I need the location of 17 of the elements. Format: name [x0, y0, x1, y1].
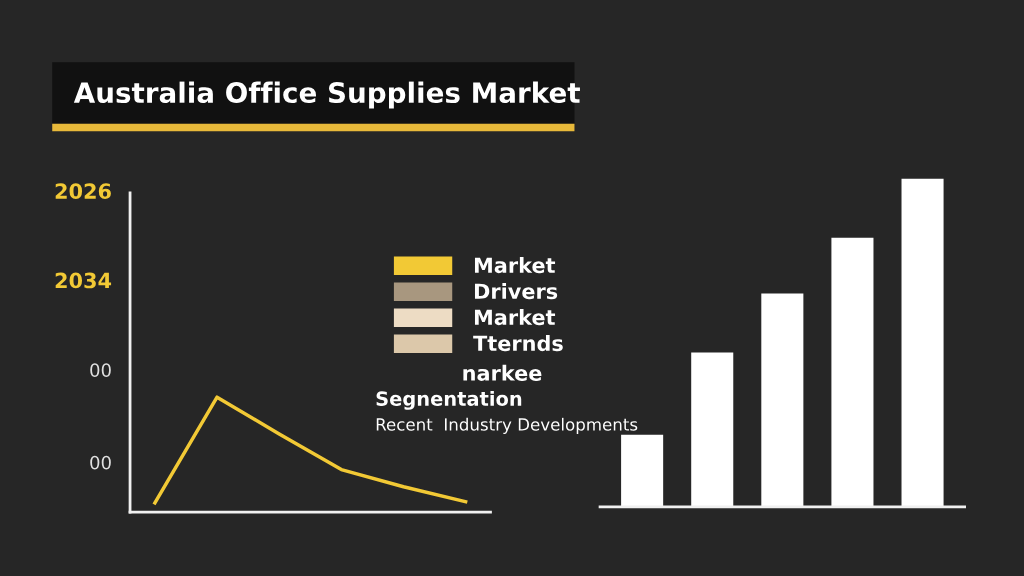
bar	[691, 352, 734, 507]
chart-title: Australia Office Supplies Market	[73, 81, 580, 109]
bar	[621, 434, 664, 507]
legend-label: Market	[474, 257, 556, 274]
text: 00	[90, 455, 111, 470]
legend-label: Tternds	[473, 335, 563, 352]
text: 2034	[55, 272, 112, 289]
text: 2026	[55, 183, 111, 199]
annotation: Recent Industry Developments	[376, 417, 638, 434]
annotation: Segnentation	[376, 390, 522, 410]
bar	[901, 178, 944, 507]
text: narkee	[463, 364, 542, 381]
bar	[831, 237, 874, 507]
bar	[761, 293, 804, 507]
legend-label: Drivers	[474, 283, 558, 300]
text: 00	[90, 363, 111, 377]
legend-label: Market	[474, 309, 556, 326]
